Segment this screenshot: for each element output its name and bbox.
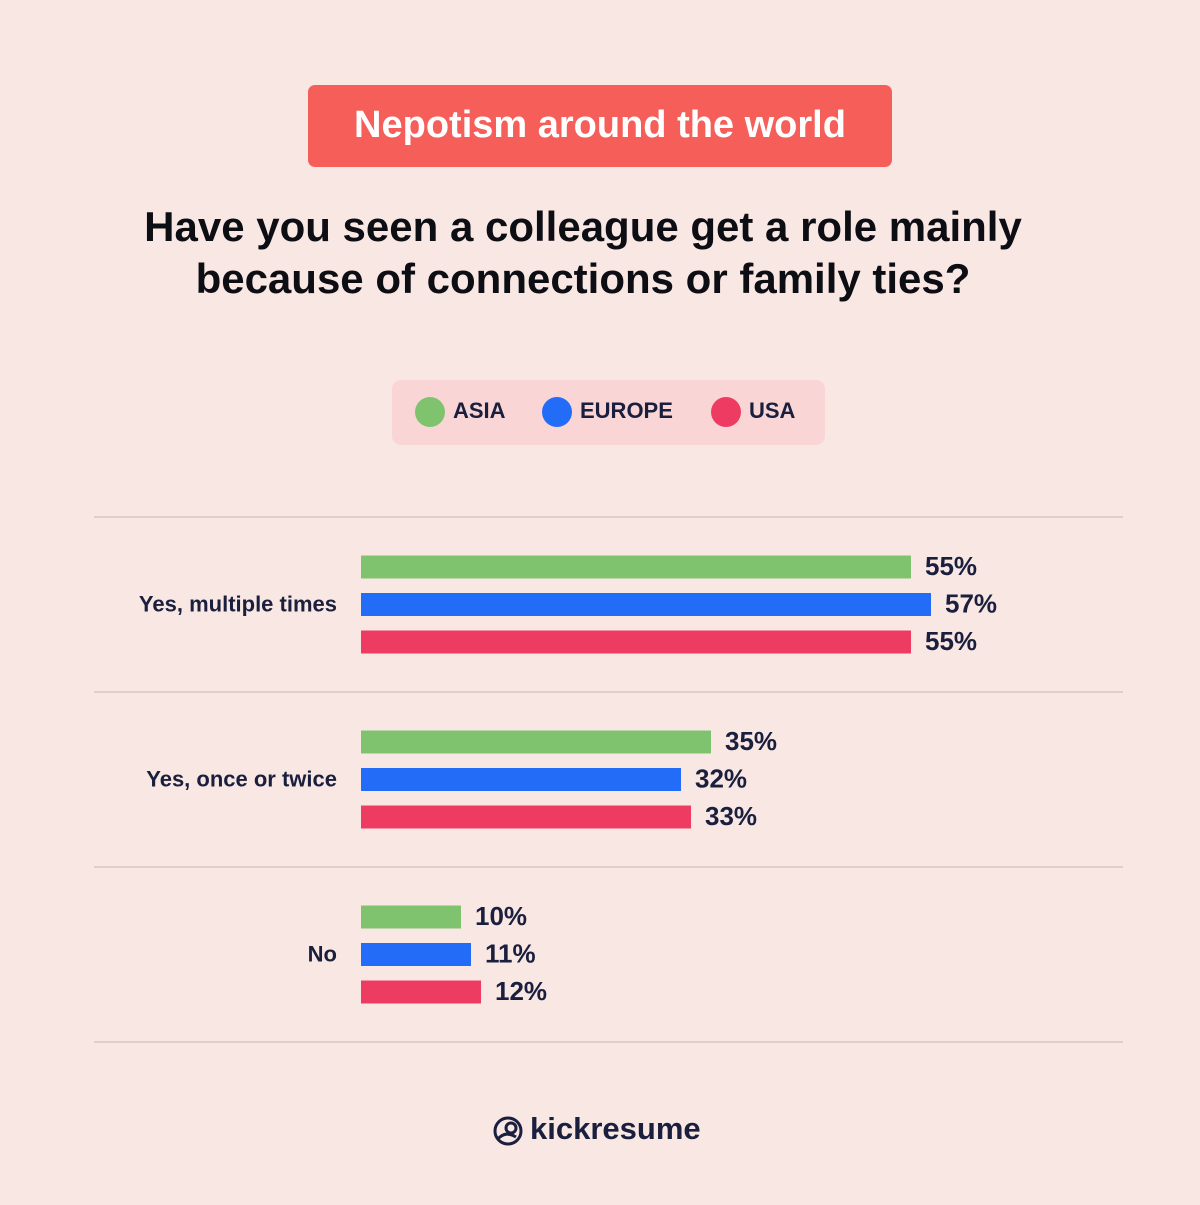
brand-logo [493,1116,523,1146]
bar [361,593,931,616]
bar [361,555,911,579]
legend-label: EUROPE [580,398,673,423]
legend-swatch [415,397,445,427]
value-label: 35% [725,726,777,756]
category-label: Yes, multiple times [139,591,337,616]
logo-dot [504,1121,518,1135]
bar [361,768,681,791]
legend-box [392,380,825,445]
chart-title: Have you seen a colleague get a role mai… [144,203,1022,250]
bar [361,630,911,654]
legend-label: ASIA [453,398,506,423]
logo-ring [493,1116,523,1146]
value-label: 12% [495,976,547,1006]
header-badge [308,85,892,167]
chart-title: because of connections or family ties? [196,255,971,302]
bar [361,805,691,829]
value-label: 11% [485,938,536,968]
bar [361,905,461,929]
value-label: 57% [945,588,997,618]
logo-curve [495,1132,517,1141]
value-label: 33% [705,801,757,831]
brand: kickresume [530,1111,701,1146]
legend-label: USA [749,398,796,423]
value-label: 10% [475,901,527,931]
category-label: No [308,941,337,966]
legend-swatch [542,397,572,427]
legend-swatch [711,397,741,427]
bar [361,730,711,754]
category-label: Yes, once or twice [146,766,337,791]
bar [361,980,481,1004]
bar [361,943,471,966]
value-label: 55% [925,626,977,656]
header: Nepotism around the world [354,104,846,146]
value-label: 32% [695,763,747,793]
value-label: 55% [925,551,977,581]
